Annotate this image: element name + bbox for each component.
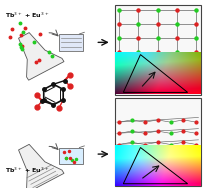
PathPatch shape [19, 144, 64, 189]
Text: Tb$^{3+}$ + Eu$^{3+}$: Tb$^{3+}$ + Eu$^{3+}$ [5, 11, 49, 20]
FancyBboxPatch shape [114, 98, 200, 186]
FancyBboxPatch shape [114, 5, 200, 94]
PathPatch shape [58, 148, 83, 164]
Text: Tb$^{3+}$ + Eu$^{3+}$: Tb$^{3+}$ + Eu$^{3+}$ [5, 165, 49, 175]
PathPatch shape [19, 33, 64, 80]
PathPatch shape [58, 34, 83, 51]
